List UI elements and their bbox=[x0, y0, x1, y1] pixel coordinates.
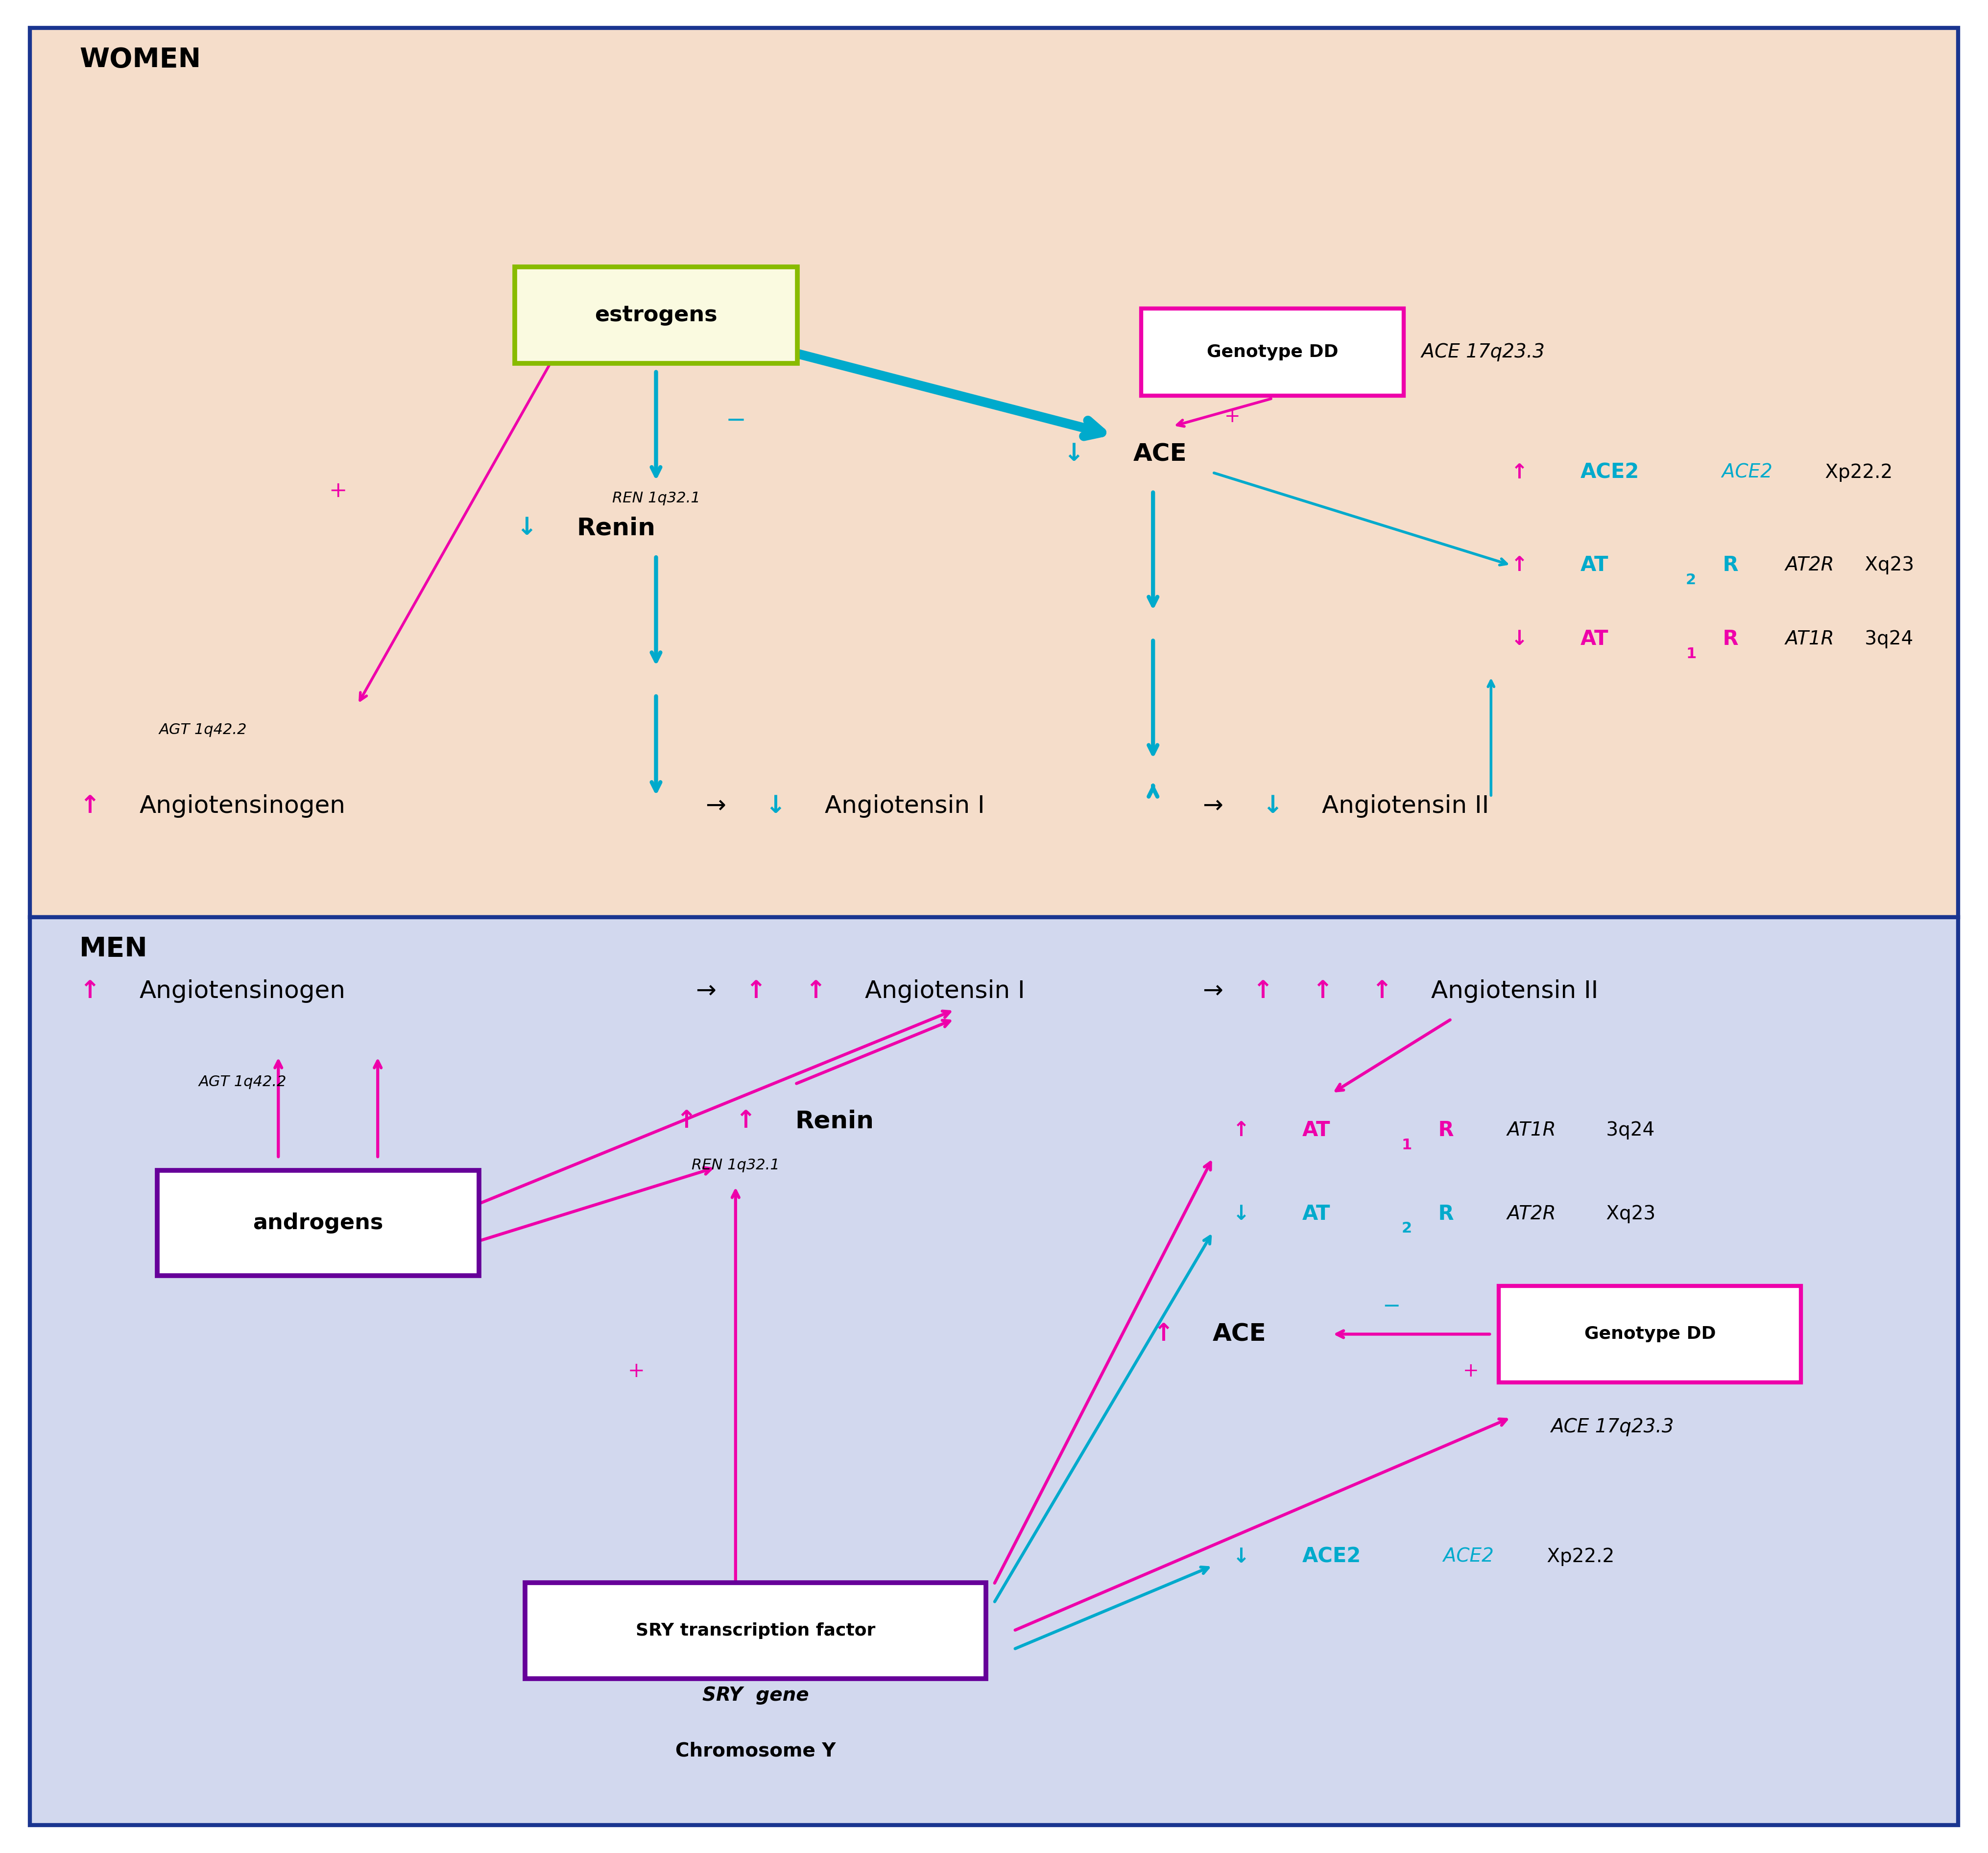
Text: Xp22.2: Xp22.2 bbox=[1541, 1547, 1614, 1566]
Text: →: → bbox=[1203, 980, 1223, 1002]
Text: AT: AT bbox=[1580, 554, 1608, 576]
Text: ↑: ↑ bbox=[1252, 980, 1272, 1002]
Text: SRY transcription factor: SRY transcription factor bbox=[636, 1623, 875, 1638]
Text: +: + bbox=[328, 480, 348, 502]
Text: R: R bbox=[1431, 1203, 1453, 1225]
Text: Angiotensin I: Angiotensin I bbox=[865, 980, 1024, 1002]
Text: Renin: Renin bbox=[795, 1110, 875, 1132]
Text: 2: 2 bbox=[1402, 1221, 1411, 1236]
Text: AT1R: AT1R bbox=[1501, 1121, 1557, 1140]
Text: 3q24: 3q24 bbox=[1859, 630, 1912, 649]
Text: AGT 1q42.2: AGT 1q42.2 bbox=[159, 723, 247, 737]
Text: ↑: ↑ bbox=[1233, 1119, 1250, 1141]
Text: ↑: ↑ bbox=[676, 1110, 696, 1132]
FancyBboxPatch shape bbox=[515, 267, 797, 363]
FancyBboxPatch shape bbox=[1499, 1286, 1801, 1382]
Text: ↑: ↑ bbox=[80, 980, 99, 1002]
Text: ACE2: ACE2 bbox=[1302, 1545, 1362, 1568]
Text: AGT 1q42.2: AGT 1q42.2 bbox=[199, 1075, 286, 1090]
Text: Angiotensin I: Angiotensin I bbox=[825, 795, 984, 817]
Text: ↓: ↓ bbox=[1262, 795, 1282, 817]
Text: +: + bbox=[1225, 408, 1241, 426]
Bar bbox=[30, 28, 1958, 917]
Text: ACE2: ACE2 bbox=[1431, 1547, 1495, 1566]
Text: SRY  gene: SRY gene bbox=[702, 1686, 809, 1705]
Text: Xq23: Xq23 bbox=[1859, 556, 1914, 574]
Text: ↓: ↓ bbox=[765, 795, 785, 817]
Text: ↓: ↓ bbox=[1064, 443, 1083, 465]
Text: AT: AT bbox=[1580, 628, 1608, 650]
Text: ACE2: ACE2 bbox=[1580, 461, 1640, 484]
Text: ↓: ↓ bbox=[517, 517, 537, 539]
Text: +: + bbox=[1463, 1362, 1479, 1380]
Text: Angiotensinogen: Angiotensinogen bbox=[139, 980, 346, 1002]
Text: Genotype DD: Genotype DD bbox=[1584, 1327, 1716, 1342]
Text: R: R bbox=[1716, 554, 1738, 576]
Text: ACE: ACE bbox=[1213, 1323, 1266, 1345]
Text: 2: 2 bbox=[1686, 573, 1696, 587]
Text: REN 1q32.1: REN 1q32.1 bbox=[612, 491, 700, 506]
Text: 1: 1 bbox=[1402, 1138, 1411, 1153]
Text: +: + bbox=[628, 1360, 644, 1382]
Text: AT2R: AT2R bbox=[1779, 556, 1835, 574]
Text: ↑: ↑ bbox=[80, 795, 99, 817]
Text: →: → bbox=[1203, 795, 1223, 817]
Text: R: R bbox=[1431, 1119, 1453, 1141]
Text: REN 1q32.1: REN 1q32.1 bbox=[692, 1158, 779, 1173]
Text: ↑: ↑ bbox=[1372, 980, 1392, 1002]
Text: R: R bbox=[1716, 628, 1738, 650]
Text: ↑: ↑ bbox=[1511, 554, 1529, 576]
Text: ↑: ↑ bbox=[1312, 980, 1332, 1002]
Text: Genotype DD: Genotype DD bbox=[1207, 345, 1338, 359]
Text: Chromosome Y: Chromosome Y bbox=[676, 1742, 835, 1760]
Text: AT: AT bbox=[1302, 1119, 1330, 1141]
Text: AT: AT bbox=[1302, 1203, 1330, 1225]
Text: ACE2: ACE2 bbox=[1710, 463, 1773, 482]
Text: −: − bbox=[726, 410, 746, 432]
Text: MEN: MEN bbox=[80, 936, 147, 962]
Text: WOMEN: WOMEN bbox=[80, 46, 201, 72]
Text: estrogens: estrogens bbox=[594, 304, 718, 326]
Text: ↑: ↑ bbox=[1511, 461, 1529, 484]
Text: ↓: ↓ bbox=[1233, 1203, 1250, 1225]
FancyBboxPatch shape bbox=[157, 1171, 479, 1275]
Text: Angiotensin II: Angiotensin II bbox=[1431, 980, 1598, 1002]
Text: androgens: androgens bbox=[252, 1212, 384, 1234]
Text: →: → bbox=[696, 980, 716, 1002]
Text: −: − bbox=[1382, 1295, 1402, 1317]
Text: AT2R: AT2R bbox=[1501, 1204, 1557, 1223]
Text: Angiotensinogen: Angiotensinogen bbox=[139, 795, 346, 817]
Text: ACE 17q23.3: ACE 17q23.3 bbox=[1415, 343, 1545, 361]
Text: ↓: ↓ bbox=[1233, 1545, 1250, 1568]
Text: ↑: ↑ bbox=[1153, 1323, 1173, 1345]
Text: Xp22.2: Xp22.2 bbox=[1819, 463, 1893, 482]
Text: 1: 1 bbox=[1686, 647, 1696, 662]
Bar bbox=[30, 917, 1958, 1825]
Text: Xq23: Xq23 bbox=[1600, 1204, 1656, 1223]
Text: Angiotensin II: Angiotensin II bbox=[1322, 795, 1489, 817]
FancyBboxPatch shape bbox=[525, 1582, 986, 1679]
FancyBboxPatch shape bbox=[1141, 308, 1404, 397]
Text: Renin: Renin bbox=[577, 517, 656, 539]
Text: ↑: ↑ bbox=[746, 980, 765, 1002]
Text: ↓: ↓ bbox=[1511, 628, 1529, 650]
Text: ACE 17q23.3: ACE 17q23.3 bbox=[1551, 1418, 1674, 1436]
Text: 3q24: 3q24 bbox=[1600, 1121, 1654, 1140]
Text: ↑: ↑ bbox=[805, 980, 825, 1002]
Text: ↑: ↑ bbox=[736, 1110, 755, 1132]
Text: ACE: ACE bbox=[1133, 443, 1187, 465]
Text: →: → bbox=[706, 795, 726, 817]
Text: AT1R: AT1R bbox=[1779, 630, 1835, 649]
